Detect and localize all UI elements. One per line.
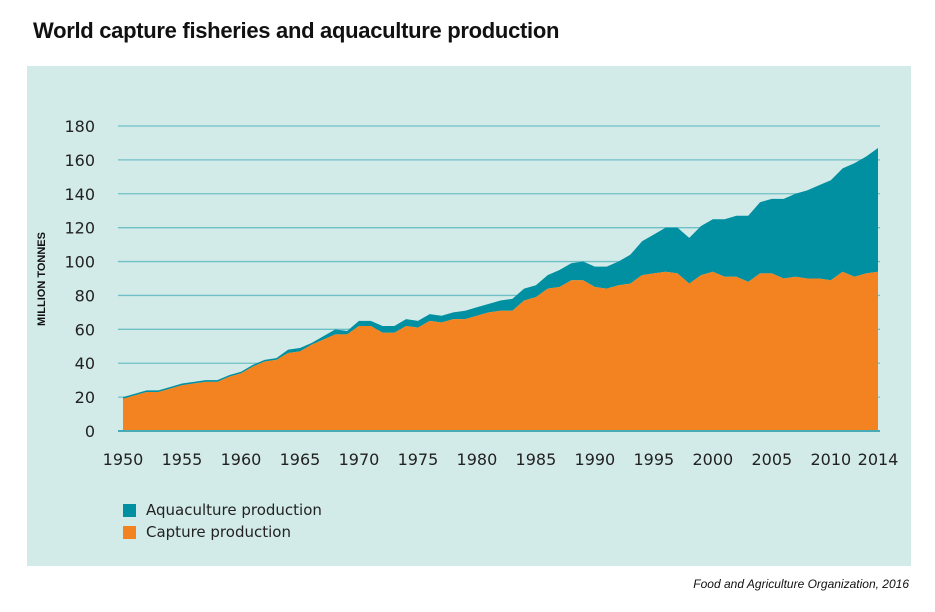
x-tick-label: 2014: [858, 450, 899, 469]
legend-swatch-aquaculture: [123, 503, 136, 517]
y-tick-label: 120: [64, 219, 95, 238]
x-tick-label: 1955: [162, 450, 203, 469]
x-tick-label: 1980: [457, 450, 498, 469]
x-tick-label: 1950: [103, 450, 144, 469]
source-note: Food and Agriculture Organization, 2016: [693, 577, 909, 591]
y-tick-label: 60: [75, 320, 95, 339]
y-axis-label: MILLION TONNES: [36, 232, 48, 326]
x-tick-label: 1990: [575, 450, 616, 469]
aquaculture-area: [123, 148, 878, 399]
x-tick-label: 1975: [398, 450, 439, 469]
y-tick-label: 100: [64, 253, 95, 272]
x-tick-label: 1965: [280, 450, 321, 469]
y-tick-label: 160: [64, 151, 95, 170]
y-tick-label: 140: [64, 185, 95, 204]
legend-item-aquaculture: Aquaculture production: [123, 501, 322, 519]
y-tick-label: 80: [75, 286, 95, 305]
chart-panel: 0 20 40 60 80 100 120 140 160 180 1950 1955 1960 1965…: [27, 66, 911, 566]
x-tick-label: 2005: [751, 450, 792, 469]
y-tick-label: 20: [75, 388, 95, 407]
legend-label-aquaculture: Aquaculture production: [146, 501, 322, 519]
chart-title: World capture fisheries and aquaculture …: [33, 18, 560, 43]
x-tick-label: 1995: [634, 450, 675, 469]
y-tick-label: 180: [64, 117, 95, 136]
y-tick-label: 0: [85, 422, 95, 441]
area-chart: 0 20 40 60 80 100 120 140 160 180 1950 1955 1960 1965…: [36, 117, 899, 469]
legend-item-capture: Capture production: [123, 523, 291, 541]
x-tick-label: 1970: [339, 450, 380, 469]
y-tick-label: 40: [75, 354, 95, 373]
capture-area: [123, 271, 878, 431]
legend-label-capture: Capture production: [146, 523, 291, 541]
x-tick-label: 1985: [516, 450, 557, 469]
x-tick-label: 1960: [221, 450, 262, 469]
x-tick-label: 2000: [692, 450, 733, 469]
legend-swatch-capture: [123, 525, 136, 539]
x-tick-label: 2010: [810, 450, 851, 469]
